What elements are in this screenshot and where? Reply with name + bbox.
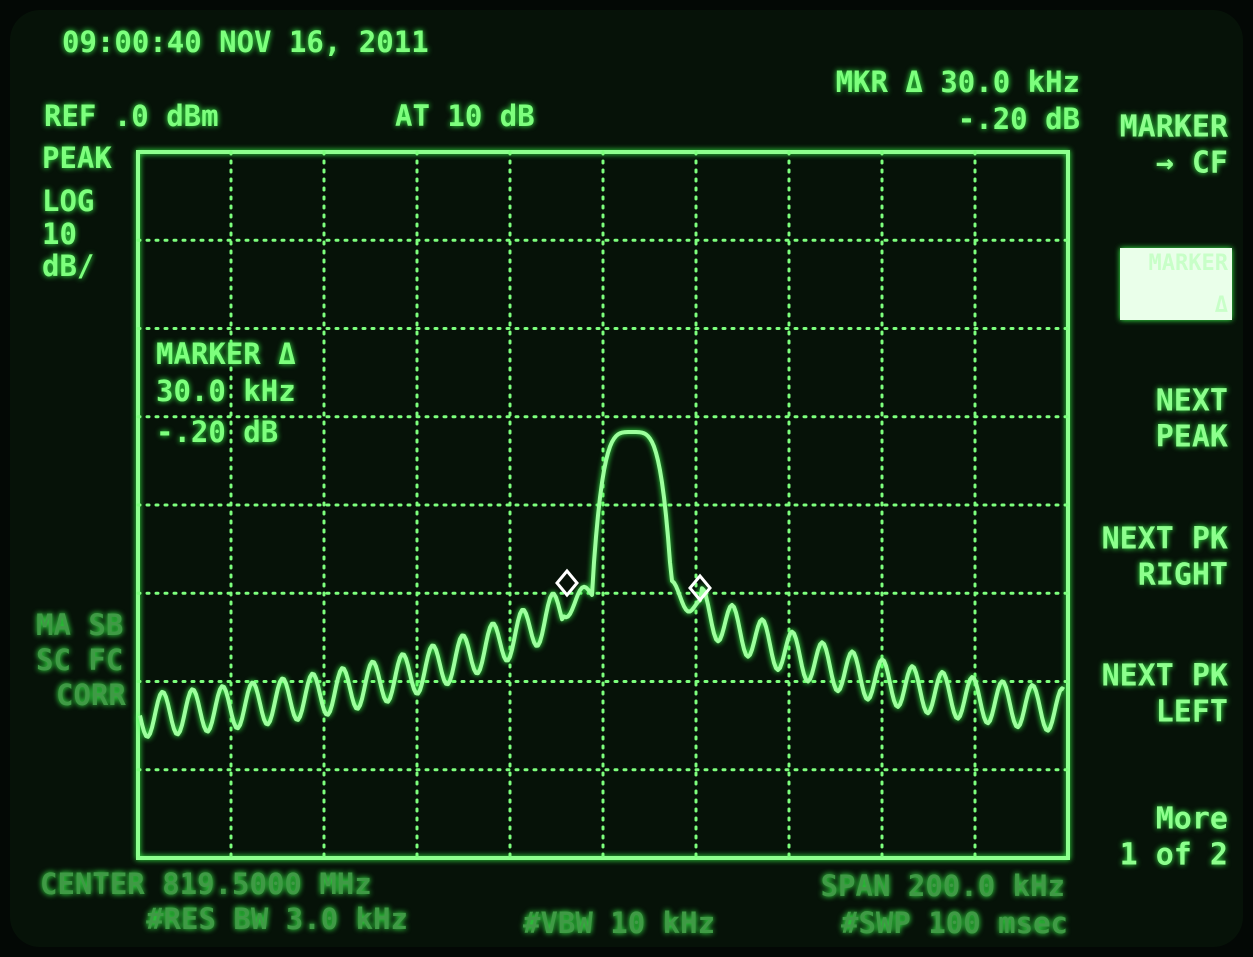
sweep-time: #SWP 100 msec	[841, 906, 1068, 940]
marker-box: MARKER Δ 30.0 kHz -.20 dB	[156, 337, 296, 449]
softkey[interactable]: NEXT PK LEFT	[1102, 659, 1228, 730]
marker-diamond	[555, 568, 579, 598]
attenuation: AT 10 dB	[395, 99, 535, 133]
detector: PEAK	[42, 141, 112, 175]
timestamp: 09:00:40 NOV 16, 2011	[62, 25, 429, 59]
softkey[interactable]: More 1 of 2	[1120, 802, 1228, 873]
marker-label: -.20 dB	[156, 415, 278, 449]
softkey[interactable]: MARKER → CF	[1120, 110, 1229, 181]
scale: dB/	[42, 249, 94, 283]
span: SPAN 200.0 kHz	[821, 869, 1065, 903]
softkey-label[interactable]: MARKER	[1149, 251, 1229, 276]
marker-readout: -.20 dB	[958, 102, 1080, 136]
left-labels: PEAK LOG 10 dB/ MA SB SC FC CORR	[36, 141, 126, 712]
video-bandwidth: #VBW 10 kHz	[523, 906, 715, 940]
footer: CENTER 819.5000 MHz #RES BW 3.0 kHz #VBW…	[40, 867, 1068, 940]
marker-diamond	[688, 573, 712, 603]
softkey-label[interactable]: More	[1156, 802, 1228, 837]
softkey-label[interactable]: NEXT PK	[1102, 522, 1228, 557]
marker-label: MARKER Δ	[156, 337, 296, 371]
reference-level: REF .0 dBm	[44, 99, 219, 133]
softkey-label[interactable]: PEAK	[1156, 420, 1228, 455]
softkey[interactable]: NEXT PK RIGHT	[1102, 522, 1228, 593]
softkey-label[interactable]: LEFT	[1156, 695, 1228, 730]
center-frequency: CENTER 819.5000 MHz	[40, 867, 372, 901]
softkey-label[interactable]: 1 of 2	[1120, 838, 1228, 873]
crt-face	[10, 10, 1243, 947]
scale: LOG	[42, 184, 94, 218]
status: CORR	[56, 678, 126, 712]
marker-readout: MKR Δ 30.0 kHz	[836, 65, 1080, 99]
softkey-label[interactable]: RIGHT	[1138, 558, 1228, 593]
scale: 10	[42, 217, 77, 251]
status: SC FC	[36, 643, 123, 677]
marker-label: 30.0 kHz	[156, 374, 296, 408]
header: 09:00:40 NOV 16, 2011 REF .0 dBm AT 10 d…	[44, 25, 1080, 136]
softkey-highlight[interactable]	[1120, 248, 1232, 320]
softkey-label[interactable]: Δ	[1215, 293, 1228, 318]
softkeys: MARKER → CF MARKER Δ NEXT PEAK NEXT PK R…	[1102, 110, 1232, 873]
softkey[interactable]: MARKER Δ	[1120, 248, 1232, 320]
softkey-label[interactable]: → CF	[1156, 146, 1228, 181]
status: MA SB	[36, 608, 123, 642]
softkey-label[interactable]: NEXT PK	[1102, 659, 1228, 694]
trace	[138, 430, 1066, 739]
softkey-label[interactable]: NEXT	[1156, 384, 1228, 419]
resolution-bandwidth: #RES BW 3.0 kHz	[146, 902, 408, 936]
graticule	[136, 150, 1070, 860]
softkey-label[interactable]: MARKER	[1120, 110, 1229, 145]
softkey[interactable]: NEXT PEAK	[1156, 384, 1228, 455]
